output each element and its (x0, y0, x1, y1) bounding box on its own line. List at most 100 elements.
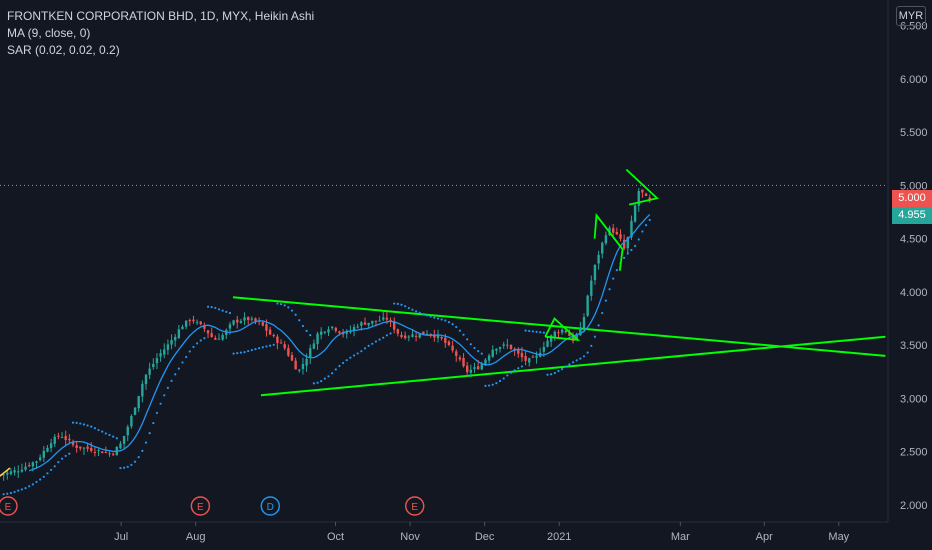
sar-dot (604, 299, 608, 302)
candle-body (236, 319, 239, 323)
sar-dot (491, 383, 494, 386)
candle-body (564, 330, 567, 333)
candle-body (429, 333, 432, 335)
sar-dot (444, 319, 447, 322)
sar-dot (473, 346, 476, 350)
sar-dot (214, 306, 217, 310)
sar-dot (35, 480, 38, 484)
sar-dot (564, 365, 567, 368)
candle-body (619, 234, 622, 239)
sar-dot (590, 344, 593, 347)
candle-body (334, 327, 337, 331)
currency-button[interactable]: MYR (896, 6, 926, 26)
sar-dot (539, 331, 542, 334)
candle-body (221, 334, 224, 340)
sar-dot (115, 437, 118, 440)
candle-body (97, 450, 100, 452)
sar-dot (188, 350, 191, 353)
candle-body (542, 346, 546, 352)
sar-dot (593, 335, 597, 338)
candle-body (637, 191, 640, 206)
sar-dot (477, 350, 480, 353)
sar-dot (623, 256, 626, 259)
candle-body (119, 443, 122, 449)
sar-dot (568, 363, 571, 366)
sar-dot (185, 355, 188, 359)
sar-dot (425, 314, 429, 317)
sar-dot (199, 339, 202, 342)
sar-dot (451, 323, 454, 326)
sar-dot (542, 331, 545, 334)
candle-body (265, 324, 268, 331)
sar-dot (206, 305, 210, 308)
trendline-lower (260, 335, 886, 397)
symbol-title[interactable]: FRONTKEN CORPORATION BHD, 1D, MYX, Heiki… (7, 9, 315, 23)
candle-body (49, 443, 53, 449)
sar-dot (535, 330, 538, 333)
x-tick-label: Oct (327, 531, 344, 543)
ma-indicator-label[interactable]: MA (9, close, 0) (7, 26, 91, 40)
sar-dot (331, 372, 334, 375)
candle-body (24, 466, 27, 470)
candle-body (75, 445, 78, 448)
sar-dot (579, 357, 582, 360)
candle-body (199, 321, 202, 325)
sar-dot (608, 288, 611, 291)
candle-body (17, 471, 20, 473)
sar-dot (524, 329, 527, 332)
sar-dot (356, 352, 359, 355)
sar-dot (517, 367, 520, 370)
yellow-pattern-line (0, 467, 11, 477)
candle-body (42, 450, 45, 458)
candle-body (148, 368, 151, 375)
candle-body (101, 451, 104, 454)
sar-dot (261, 346, 264, 349)
sar-dot (374, 340, 378, 343)
sar-dot (557, 369, 560, 373)
candle-body (53, 436, 56, 444)
sar-dot (396, 302, 399, 306)
candle-body (352, 327, 356, 331)
candle-body (287, 348, 290, 356)
candle-body (170, 340, 173, 345)
sar-dot (247, 349, 250, 353)
sar-dot (50, 468, 53, 472)
sar-dot (440, 318, 443, 321)
sar-dot (276, 302, 279, 305)
time-axis[interactable]: Jul Aug Oct Nov Dec 2021 Mar Apr May (114, 522, 850, 543)
sar-dot (250, 348, 253, 352)
sar-indicator-label[interactable]: SAR (0.02, 0.02, 0.2) (7, 43, 120, 57)
candle-body (586, 295, 589, 316)
y-tick-label: 4.500 (900, 234, 928, 246)
price-axis[interactable]: 6.500 6.000 5.500 5.000 4.500 4.000 3.500 3.000… (900, 21, 928, 512)
sar-dot (144, 441, 148, 444)
sar-dot (97, 428, 100, 432)
sar-dot (393, 302, 396, 305)
candle-body (356, 326, 359, 328)
candle-body (108, 453, 111, 455)
sar-dot (221, 309, 224, 312)
sar-dot (24, 486, 27, 490)
sar-dot (166, 386, 169, 389)
sar-dot (418, 311, 421, 314)
candle-body (451, 345, 454, 351)
sar-dot (46, 472, 49, 475)
sar-dot (283, 304, 286, 307)
candle-body (367, 322, 370, 326)
trendlines[interactable] (232, 296, 886, 397)
sar-dot (141, 449, 144, 452)
candle-body (418, 333, 421, 338)
sar-dot (272, 343, 275, 346)
sar-dot (509, 371, 513, 374)
candle-body (188, 320, 191, 322)
sar-dot (181, 361, 184, 364)
sar-dot (298, 319, 301, 322)
sar-dot (196, 342, 199, 345)
candle-body (476, 366, 480, 370)
candle-body (582, 317, 586, 329)
sar-dot (378, 338, 381, 341)
candle-body (195, 321, 199, 323)
candle-body (210, 333, 213, 338)
